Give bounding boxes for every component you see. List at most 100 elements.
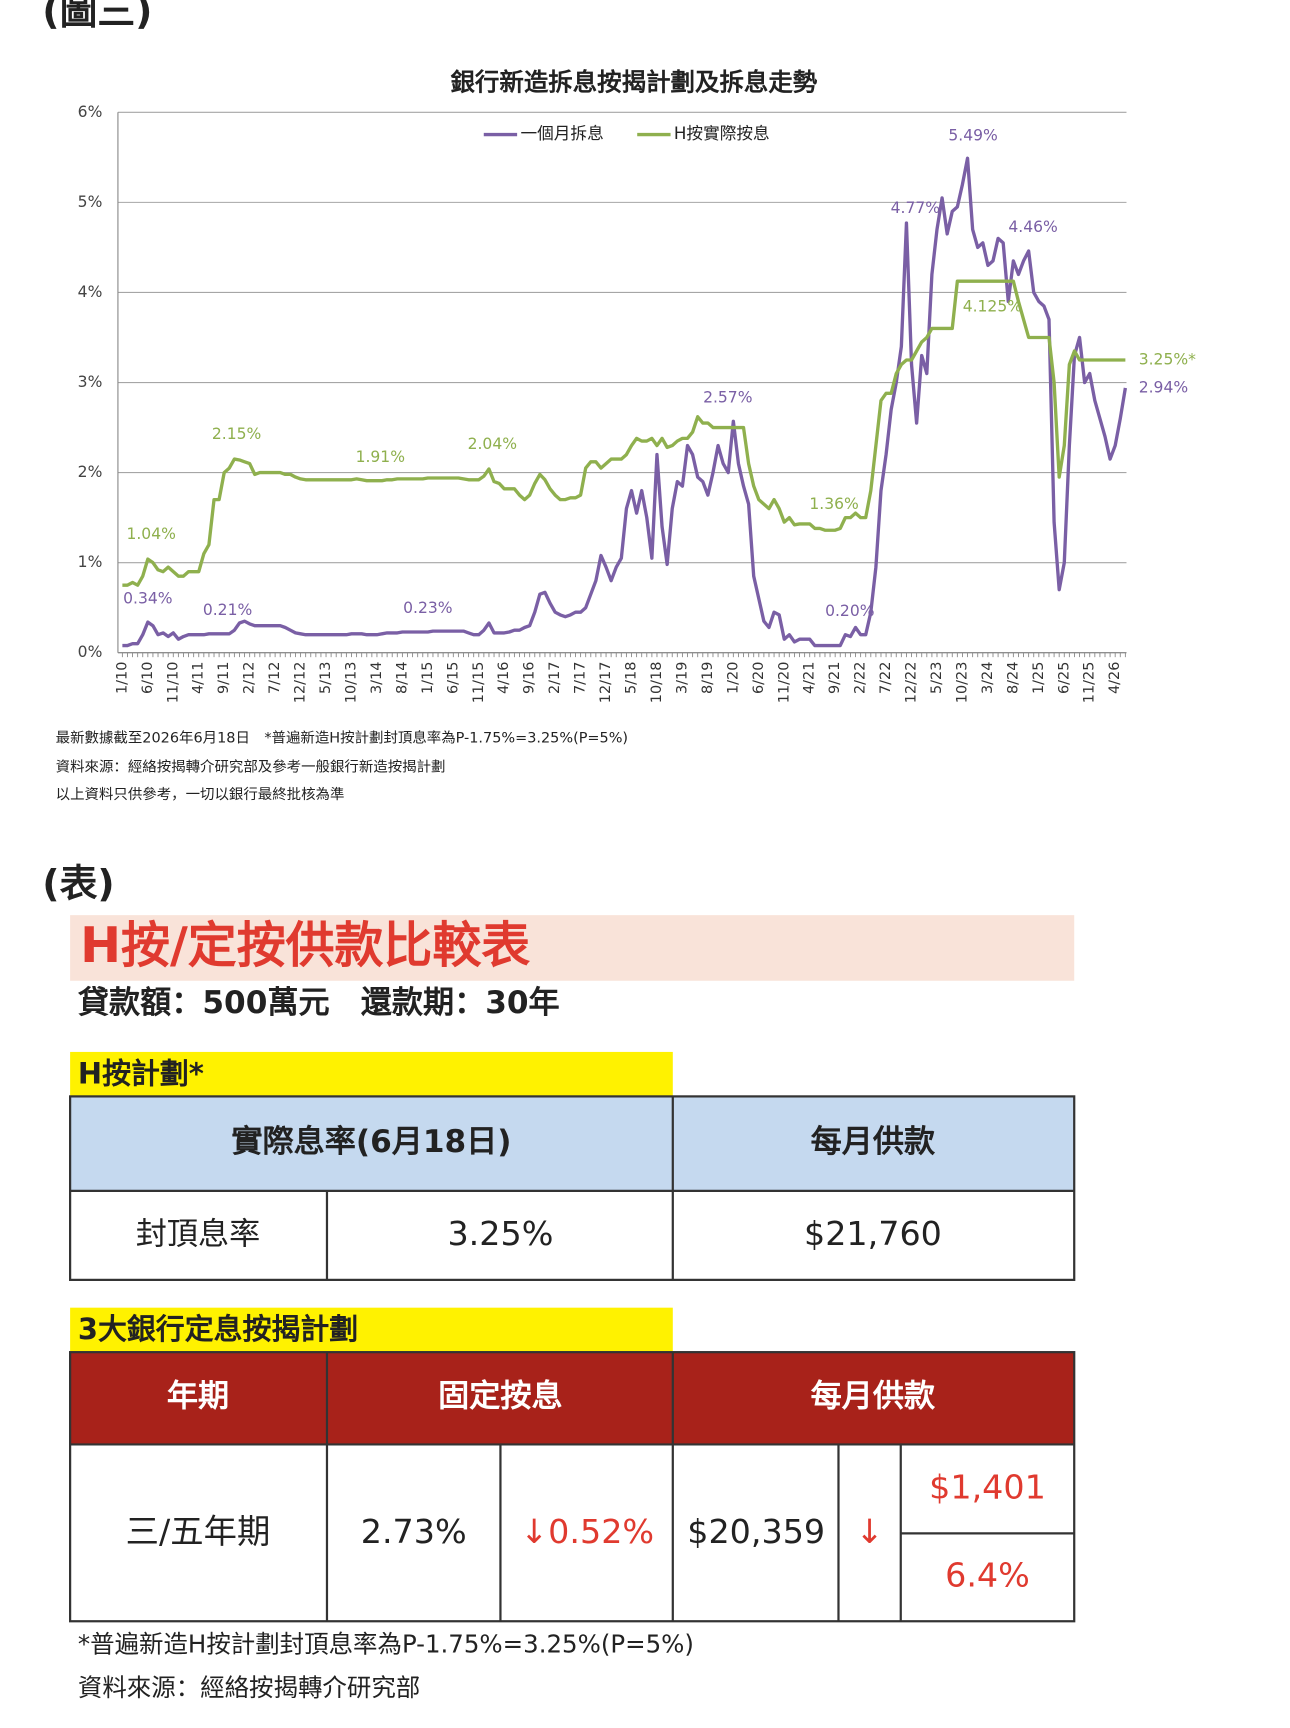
- table-cell: 6.4%: [945, 1555, 1030, 1594]
- y-tick-label: 1%: [78, 553, 103, 571]
- footnote: *普遍新造H按計劃封頂息率為P-1.75%=3.25%(P=5%): [78, 1630, 694, 1659]
- column-header: 每月供款: [811, 1124, 936, 1160]
- x-tick-label: 10/13: [343, 662, 359, 704]
- x-tick-label: 11/20: [776, 662, 792, 704]
- y-tick-label: 2%: [78, 463, 103, 481]
- data-label: 0.21%: [203, 601, 252, 619]
- table-label: (表): [42, 862, 114, 906]
- x-tick-label: 6/15: [445, 662, 461, 694]
- loan-info: 貸款額：500萬元 還款期：30年: [78, 985, 560, 1021]
- chart: 0% 1% 2% 3% 4% 5% 6% 1/10 6/10 11/10 4/11 9/11 2/12 7…: [78, 103, 1196, 703]
- x-tick-label: 3/24: [980, 662, 996, 694]
- data-label: 3.25%*: [1139, 351, 1196, 369]
- x-tick-label: 4/21: [802, 662, 818, 694]
- section-label-bg: [70, 1051, 673, 1097]
- x-tick-label: 1/10: [114, 662, 130, 694]
- table-cell: 封頂息率: [136, 1216, 261, 1252]
- table-grid: [69, 1095, 1076, 1281]
- x-tick-label: 4/16: [496, 662, 512, 694]
- table-cell: 三/五年期: [126, 1512, 271, 1551]
- table-cell: $21,760: [804, 1214, 942, 1253]
- data-label: 0.20%: [825, 602, 874, 620]
- table-cell: 2.73%: [361, 1512, 467, 1551]
- section-label-bg: [70, 1307, 673, 1353]
- table-cell: 3.25%: [447, 1214, 553, 1253]
- data-label: 4.125%: [963, 297, 1022, 315]
- x-tick-label: 11/15: [471, 662, 487, 704]
- x-tick-label: 7/17: [573, 662, 589, 694]
- x-tick-label: 1/25: [1031, 662, 1047, 694]
- header-row: [70, 1096, 1075, 1191]
- x-tick-label: 6/10: [140, 662, 156, 694]
- column-header: 實際息率(6月18日): [231, 1124, 511, 1160]
- x-tick-label: 11/25: [1082, 662, 1098, 704]
- data-label: 2.04%: [468, 435, 517, 453]
- header-row: [70, 1352, 1075, 1445]
- y-tick-label: 0%: [78, 643, 103, 661]
- section-label: 3大銀行定息按揭計劃: [78, 1312, 358, 1346]
- column-header: 年期: [167, 1379, 229, 1415]
- x-tick-label: 2/17: [547, 662, 563, 694]
- data-label: 2.15%: [212, 425, 261, 443]
- chart-note: 資料來源：經絡按揭轉介研究部及參考一般銀行新造按揭計劃: [56, 758, 446, 775]
- x-tick-label: 1/20: [725, 662, 741, 694]
- x-tick-label: 8/24: [1005, 662, 1021, 694]
- x-tick-label: 4/11: [191, 662, 207, 694]
- chart-note: 以上資料只供參考，一切以銀行最終批核為準: [56, 786, 345, 803]
- x-tick-label: 6/20: [751, 662, 767, 694]
- column-header: 每月供款: [811, 1379, 936, 1415]
- chart-note: 最新數據截至2026年6月18日 *普遍新造H按計劃封頂息率為P-1.75%=3…: [56, 729, 628, 746]
- data-label: 1.91%: [356, 448, 405, 466]
- table-cell: $20,359: [687, 1512, 825, 1551]
- legend-label: 一個月拆息: [520, 124, 603, 143]
- legend-label: H按實際按息: [674, 124, 770, 143]
- x-tick-label: 3/14: [369, 662, 385, 694]
- x-tick-label: 9/11: [216, 662, 232, 694]
- x-tick-label: 3/19: [674, 662, 690, 694]
- data-line: [122, 156, 1128, 648]
- x-tick-label: 8/14: [394, 662, 410, 694]
- chart-title: 銀行新造拆息按揭計劃及拆息走勢: [450, 67, 817, 96]
- table-cell: ↓0.52%: [520, 1512, 654, 1551]
- x-tick-label: 7/22: [878, 662, 894, 694]
- x-tick-label: 10/23: [954, 662, 970, 704]
- data-line: [122, 279, 1126, 587]
- x-tick-label: 2/12: [242, 662, 258, 694]
- table-grid: [69, 1351, 1076, 1623]
- y-tick-label: 4%: [78, 283, 103, 301]
- y-tick-label: 5%: [78, 193, 103, 211]
- data-label: 1.04%: [126, 525, 175, 543]
- title-banner: [70, 915, 1075, 981]
- x-tick-label: 8/19: [700, 662, 716, 694]
- x-tick-label: 12/17: [598, 662, 614, 704]
- x-tick-label: 1/15: [420, 662, 436, 694]
- data-label: 0.34%: [123, 589, 172, 607]
- y-tick-label: 6%: [78, 103, 103, 121]
- data-label: 4.46%: [1008, 218, 1057, 236]
- data-label: 2.57%: [703, 388, 752, 406]
- x-tick-label: 10/18: [649, 662, 665, 704]
- figure-label: (圖三): [42, 0, 152, 33]
- x-tick-label: 9/21: [827, 662, 843, 694]
- data-label: 4.77%: [891, 199, 940, 217]
- table-cell: ↓: [856, 1512, 884, 1551]
- x-tick-label: 7/12: [267, 662, 283, 694]
- x-tick-label: 6/25: [1056, 662, 1072, 694]
- table-title: H按/定按供款比較表: [80, 917, 530, 974]
- x-tick-label: 4/26: [1107, 662, 1123, 694]
- section-label: H按計劃*: [78, 1056, 204, 1090]
- footnote: 資料來源：經絡按揭轉介研究部: [78, 1673, 420, 1702]
- data-label: 1.36%: [809, 495, 858, 513]
- column-header: 固定按息: [438, 1379, 563, 1415]
- x-tick-label: 5/18: [624, 662, 640, 694]
- data-label: 2.94%: [1139, 378, 1188, 396]
- data-label: 5.49%: [948, 127, 997, 145]
- x-tick-label: 5/13: [318, 662, 334, 694]
- x-tick-label: 2/22: [853, 662, 869, 694]
- table-cell: $1,401: [929, 1467, 1046, 1506]
- x-tick-label: 12/22: [904, 662, 920, 704]
- x-tick-label: 11/10: [165, 662, 181, 704]
- x-tick-label: 5/23: [929, 662, 945, 694]
- x-tick-label: 9/16: [522, 662, 538, 694]
